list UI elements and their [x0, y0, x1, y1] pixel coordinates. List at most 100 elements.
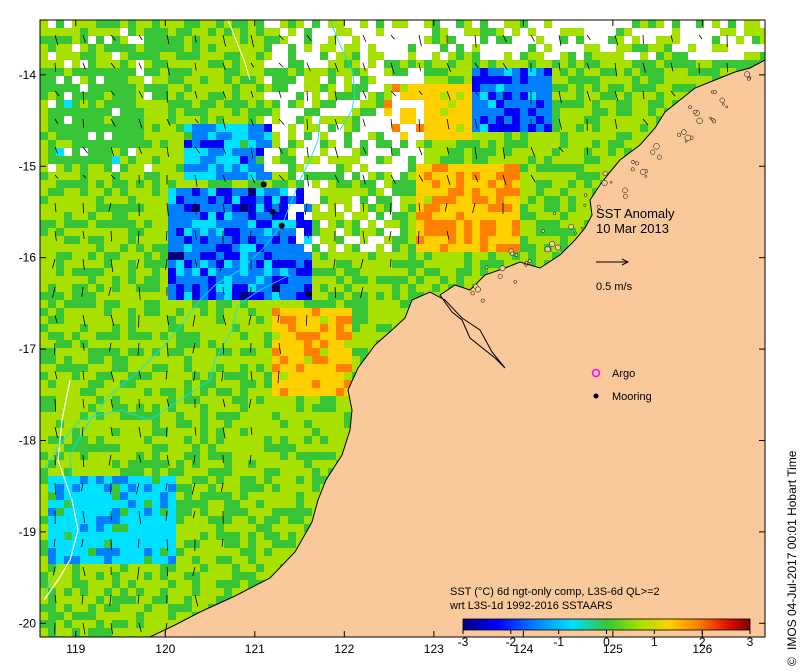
sst-cell [648, 36, 657, 45]
sst-cell [192, 124, 201, 133]
sst-cell [224, 348, 233, 357]
sst-cell [488, 244, 497, 253]
sst-cell [240, 452, 249, 461]
sst-cell [200, 124, 209, 133]
sst-cell [288, 20, 297, 29]
sst-cell [264, 284, 273, 293]
sst-cell [696, 68, 705, 77]
sst-cell [424, 220, 433, 229]
sst-cell [104, 268, 113, 277]
sst-cell [344, 324, 353, 333]
sst-cell [424, 44, 433, 53]
sst-cell [304, 188, 313, 197]
sst-cell [576, 124, 585, 133]
sst-cell [200, 260, 209, 269]
sst-cell [240, 284, 249, 293]
sst-cell [648, 92, 657, 101]
sst-cell [200, 300, 209, 309]
sst-cell [352, 308, 361, 317]
sst-cell [576, 108, 585, 117]
sst-cell [336, 44, 345, 53]
sst-cell [152, 364, 161, 373]
sst-cell [168, 308, 177, 317]
sst-cell [152, 164, 161, 173]
sst-cell [232, 316, 241, 325]
sst-cell [240, 404, 249, 413]
sst-cell [336, 324, 345, 333]
sst-cell [352, 188, 361, 197]
sst-cell [464, 156, 473, 165]
sst-cell [568, 148, 577, 157]
sst-cell [408, 76, 417, 85]
sst-cell [528, 244, 537, 253]
sst-cell [104, 412, 113, 421]
sst-cell [584, 204, 593, 213]
sst-cell [160, 84, 169, 93]
sst-cell [248, 44, 257, 53]
sst-cell [544, 116, 553, 125]
sst-cell [200, 100, 209, 109]
sst-cell [272, 388, 281, 397]
sst-cell [584, 108, 593, 117]
sst-cell [312, 428, 321, 437]
sst-cell [280, 412, 289, 421]
sst-cell [432, 116, 441, 125]
sst-cell [240, 396, 249, 405]
sst-cell [152, 452, 161, 461]
sst-cell [104, 244, 113, 253]
sst-cell [264, 436, 273, 445]
sst-cell [136, 76, 145, 85]
sst-cell [312, 356, 321, 365]
sst-cell [600, 172, 609, 181]
sst-cell [536, 52, 545, 61]
sst-cell [736, 20, 745, 29]
sst-cell [120, 108, 129, 117]
sst-cell [416, 164, 425, 173]
sst-cell [176, 292, 185, 301]
sst-cell [144, 412, 153, 421]
sst-cell [120, 388, 129, 397]
sst-cell [440, 108, 449, 117]
sst-cell [376, 332, 385, 341]
sst-cell [400, 52, 409, 61]
sst-cell [360, 60, 369, 69]
sst-cell [56, 340, 65, 349]
sst-cell [416, 196, 425, 205]
sst-cell [272, 252, 281, 261]
sst-cell [240, 332, 249, 341]
sst-cell [64, 356, 73, 365]
sst-cell [544, 44, 553, 53]
sst-cell [696, 76, 705, 85]
sst-cell [272, 428, 281, 437]
sst-cell [184, 220, 193, 229]
sst-cell [624, 116, 633, 125]
sst-cell [152, 340, 161, 349]
sst-cell [184, 204, 193, 213]
sst-cell [328, 356, 337, 365]
sst-cell [72, 292, 81, 301]
sst-cell [384, 92, 393, 101]
sst-cell [408, 132, 417, 141]
sst-cell [96, 452, 105, 461]
sst-cell [488, 28, 497, 37]
sst-cell [344, 212, 353, 221]
sst-cell [40, 428, 49, 437]
sst-cell [56, 324, 65, 333]
sst-cell [384, 180, 393, 189]
sst-cell [336, 252, 345, 261]
sst-cell [456, 236, 465, 245]
sst-cell [536, 260, 545, 269]
sst-cell [472, 76, 481, 85]
sst-cell [176, 132, 185, 141]
sst-cell [232, 428, 241, 437]
sst-cell [440, 20, 449, 29]
sst-cell [176, 92, 185, 101]
sst-cell [240, 340, 249, 349]
sst-cell [72, 140, 81, 149]
sst-cell [240, 188, 249, 197]
sst-cell [336, 188, 345, 197]
sst-cell [560, 52, 569, 61]
sst-cell [336, 52, 345, 61]
sst-cell [120, 132, 129, 141]
sst-cell [440, 276, 449, 285]
